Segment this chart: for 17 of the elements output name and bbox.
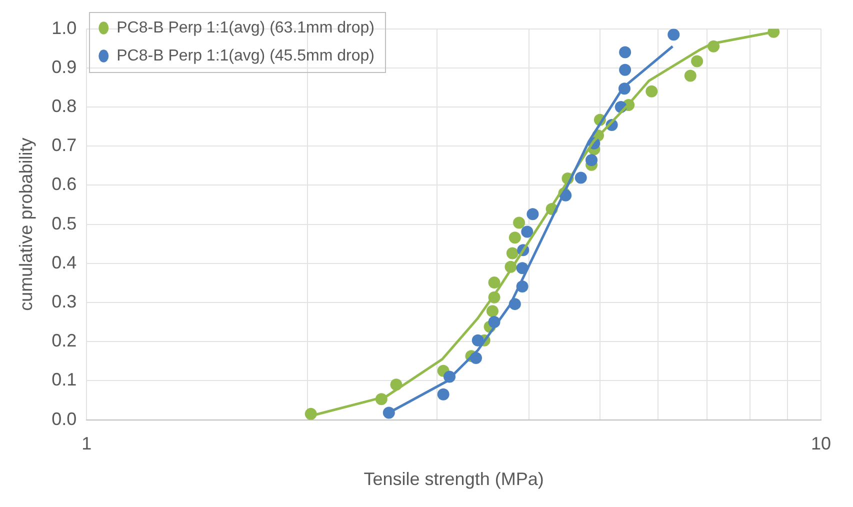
x-tick-label: 1 (82, 434, 92, 454)
y-tick-label: 0.0 (52, 408, 77, 429)
y-tick-label: 0.7 (52, 135, 77, 156)
y-tick-label: 0.6 (52, 174, 77, 194)
y-tick-label: 0.3 (52, 291, 77, 312)
y-tick-label: 0.2 (52, 330, 77, 351)
y-tick-label: 0.1 (52, 370, 77, 390)
y-tick-label: 0.8 (52, 96, 77, 116)
x-tick-label: 10 (810, 434, 832, 454)
x-axis-title: Tensile strength (MPa) (364, 469, 544, 490)
legend-label: PC8-B Perp 1:1(avg) (63.1mm drop) (116, 19, 374, 36)
y-tick-label: 0.5 (52, 213, 77, 234)
y-tick-label: 0.4 (52, 252, 77, 272)
y-tick-label: 1.0 (52, 18, 77, 38)
legend-label: PC8-B Perp 1:1(avg) (45.5mm drop) (116, 47, 374, 64)
y-axis-title: cumulative probability (16, 138, 36, 311)
y-tick-label: 0.9 (52, 56, 77, 77)
